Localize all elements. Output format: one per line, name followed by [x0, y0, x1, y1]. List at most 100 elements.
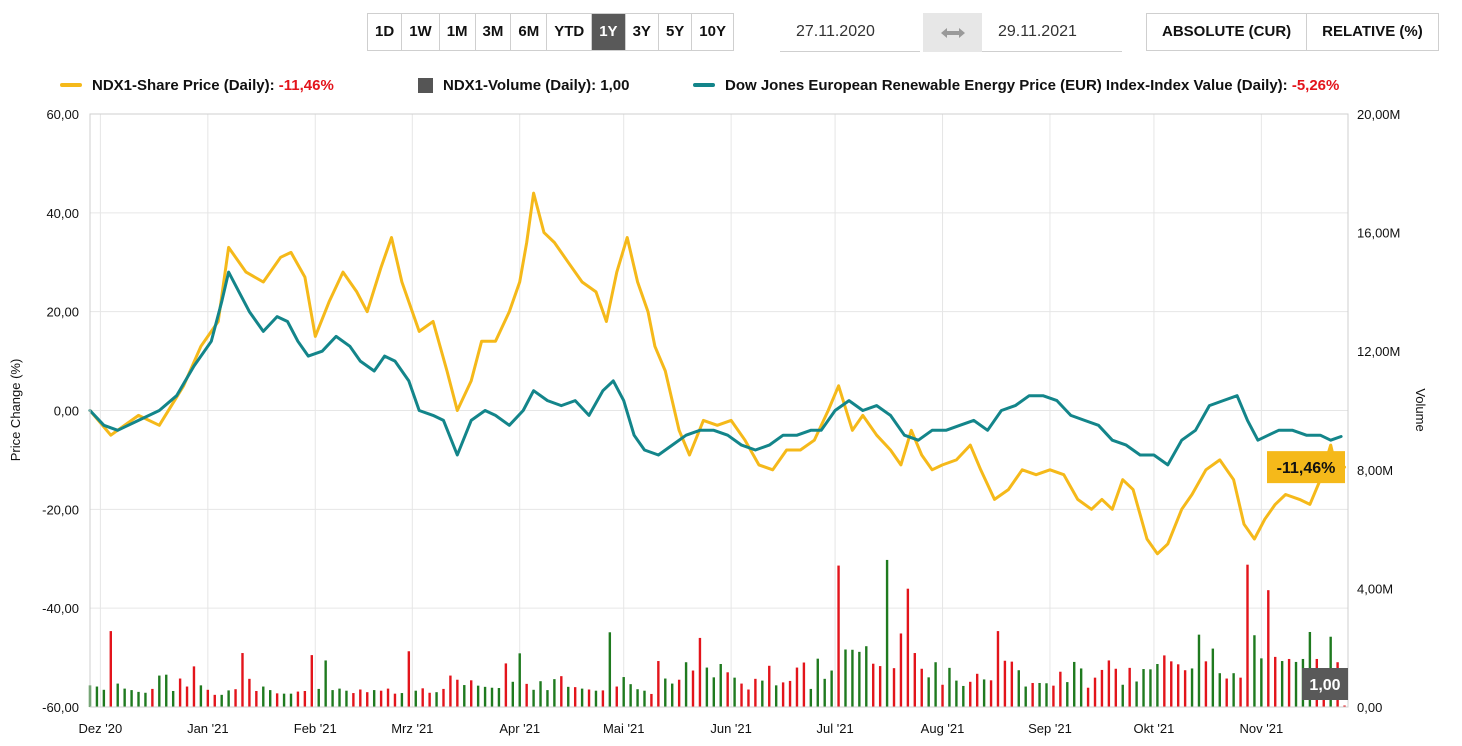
volume-bar — [483, 686, 487, 707]
volume-bar — [837, 565, 840, 707]
x-tick-label: Dez '20 — [79, 721, 123, 736]
volume-value-badge-label: 1,00 — [1309, 677, 1340, 694]
volume-bar — [1086, 687, 1090, 707]
volume-bar — [677, 679, 681, 707]
y-left-tick-label: -20,00 — [42, 502, 79, 517]
volume-bar — [969, 681, 972, 707]
volume-bar — [1329, 636, 1332, 707]
chart-axes: 60,00 40,00 20,00 0,00 -20,00 -40,00 -60,00 20,… — [42, 107, 1400, 736]
volume-bar — [802, 662, 806, 707]
volume-bar — [1322, 684, 1325, 707]
range-button-1m[interactable]: 1M — [439, 14, 476, 50]
volume-bar — [1163, 655, 1166, 707]
volume-bar — [1190, 668, 1194, 707]
legend-volume[interactable]: NDX1-Volume (Daily): 1,00 — [418, 74, 629, 96]
volume-bar — [872, 663, 875, 707]
range-button-10y[interactable]: 10Y — [692, 14, 733, 50]
volume-bar — [1142, 669, 1145, 707]
range-button-1w[interactable]: 1W — [402, 14, 440, 50]
legend-index-label: Dow Jones European Renewable Energy Pric… — [725, 76, 1288, 94]
volume-bar — [227, 690, 230, 707]
volume-bar — [1315, 658, 1319, 707]
volume-bar — [449, 675, 452, 707]
volume-bar — [476, 685, 480, 707]
range-button-5y[interactable]: 5Y — [658, 14, 693, 50]
volume-bar — [844, 649, 847, 707]
volume-bar — [192, 666, 196, 707]
volume-bar — [1280, 661, 1284, 707]
volume-bar — [608, 632, 612, 707]
volume-bar — [359, 689, 362, 707]
volume-bar — [116, 683, 119, 707]
volume-bar — [712, 677, 716, 707]
volume-bar — [123, 688, 126, 707]
range-button-1y[interactable]: 1Y — [592, 14, 626, 50]
range-button-1d[interactable]: 1D — [368, 14, 403, 50]
swap-dates-button[interactable] — [923, 13, 982, 52]
volume-bar — [1079, 668, 1083, 707]
volume-bar — [1253, 635, 1256, 707]
volume-bar — [393, 693, 397, 707]
absolute-mode-button[interactable]: ABSOLUTE (CUR) — [1147, 14, 1308, 50]
range-selector: 1D 1W 1M 3M 6M YTD 1Y 3Y 5Y 10Y — [367, 13, 734, 51]
volume-bar — [878, 666, 882, 707]
volume-bar — [1114, 668, 1118, 707]
volume-bar — [137, 691, 140, 707]
volume-bar — [865, 646, 868, 707]
date-to-input[interactable] — [982, 13, 1122, 52]
volume-bar — [823, 678, 826, 707]
volume-bar — [719, 664, 722, 707]
volume-bar — [989, 680, 993, 707]
volume-bar — [331, 690, 334, 707]
volume-bar — [1183, 670, 1187, 707]
volume-bar — [269, 690, 272, 707]
legend-share-value: -11,46% — [278, 76, 334, 94]
index-swatch-icon — [693, 83, 715, 87]
volume-bar — [539, 681, 542, 707]
volume-bar — [622, 677, 625, 707]
volume-bar — [151, 688, 154, 707]
volume-bar — [691, 670, 695, 707]
legend-index[interactable]: Dow Jones European Renewable Energy Pric… — [693, 74, 1339, 96]
volume-bar — [421, 688, 424, 707]
y-left-tick-label: 60,00 — [46, 107, 79, 122]
volume-bar — [761, 680, 764, 707]
volume-bar — [1225, 678, 1228, 707]
y-right-tick-label: 20,00M — [1357, 107, 1400, 122]
x-tick-label: Aug '21 — [921, 721, 965, 736]
y-left-tick-label: -40,00 — [42, 601, 79, 616]
range-button-3m[interactable]: 3M — [475, 14, 512, 50]
volume-bar — [927, 677, 930, 707]
volume-bar — [178, 678, 182, 707]
volume-bar — [962, 685, 965, 707]
volume-bar — [573, 687, 577, 707]
volume-bar — [185, 686, 189, 707]
volume-bar — [1274, 656, 1277, 707]
volume-bar — [95, 686, 99, 707]
date-from-input[interactable] — [780, 13, 920, 52]
volume-bar — [636, 689, 639, 707]
y-left-axis-title: Price Change (%) — [8, 359, 23, 462]
volume-bar — [920, 668, 923, 707]
volume-bar — [379, 690, 383, 707]
range-button-ytd[interactable]: YTD — [547, 14, 593, 50]
volume-bar — [580, 688, 584, 707]
volume-bar — [1059, 671, 1062, 707]
y-right-tick-label: 12,00M — [1357, 344, 1400, 359]
volume-bar — [1287, 658, 1291, 707]
y-right-tick-label: 0,00 — [1357, 700, 1382, 715]
volume-bar — [684, 662, 688, 707]
x-tick-label: Jan '21 — [187, 721, 229, 736]
volume-bar — [442, 688, 445, 707]
legend-share[interactable]: NDX1-Share Price (Daily): -11,46% — [60, 74, 334, 96]
range-button-3y[interactable]: 3Y — [625, 14, 659, 50]
volume-bar — [213, 694, 216, 707]
range-button-6m[interactable]: 6M — [511, 14, 548, 50]
volume-bar — [892, 668, 896, 707]
volume-bar — [1135, 681, 1138, 707]
volume-bar — [546, 690, 549, 707]
volume-bar — [1052, 685, 1055, 707]
volume-bar — [428, 692, 431, 707]
relative-mode-button[interactable]: RELATIVE (%) — [1307, 14, 1438, 50]
volume-bar — [643, 690, 646, 707]
